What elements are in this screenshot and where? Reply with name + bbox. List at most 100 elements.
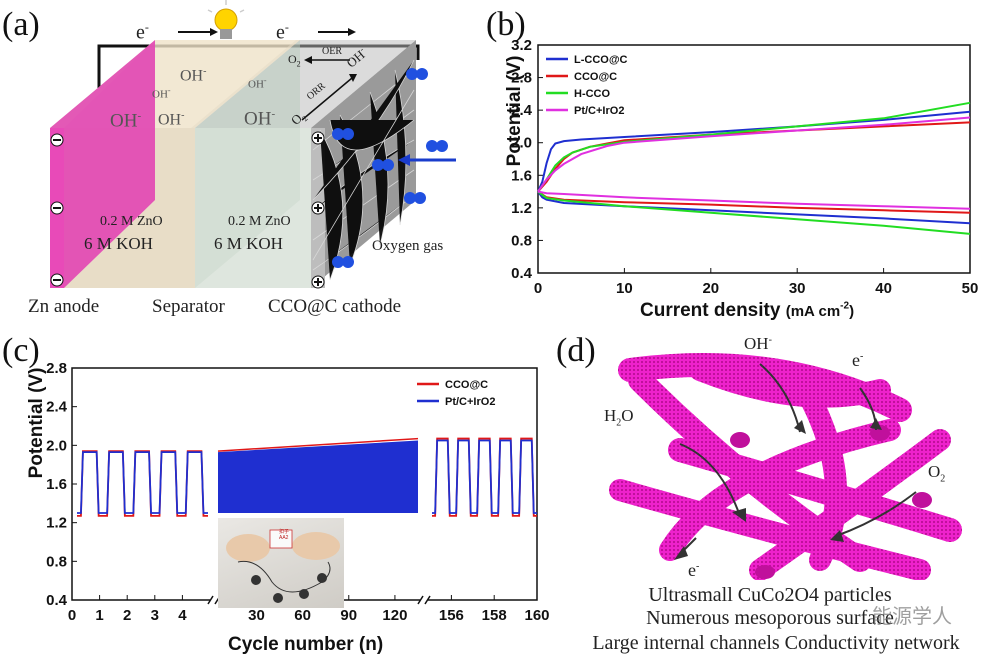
tube-6 xyxy=(668,438,962,542)
coin-cell-2 xyxy=(273,593,283,603)
oer-label: OER xyxy=(322,46,342,57)
panel-d-label: (d) xyxy=(556,332,596,369)
chart-b-ytick-label: 3.2 xyxy=(511,37,532,54)
caption-line-2: Numerous mesoporous surface xyxy=(646,607,894,629)
tube-8 xyxy=(789,369,847,571)
chart-c-xtick-label: 158 xyxy=(482,607,507,624)
e-label-bottom: e- xyxy=(688,560,700,580)
zno-right-label: 0.2 M ZnO xyxy=(228,214,291,229)
caption-line-1: Ultrasmall CuCo2O4 particles xyxy=(648,584,892,606)
electron-label-left: e- xyxy=(136,20,149,44)
chart-c-xtick-label: 156 xyxy=(439,607,464,624)
cathode-plus-signs xyxy=(311,131,325,289)
chart-b-xtick-label: 10 xyxy=(616,280,633,297)
hand-right xyxy=(292,532,340,560)
chart-b-ytick-label: 1.6 xyxy=(511,167,532,184)
nanotubes xyxy=(609,353,962,580)
oh-label-3: OH- xyxy=(110,110,142,132)
zn-anode-plate xyxy=(50,40,155,288)
tube-5 xyxy=(609,479,931,580)
electron-arrowhead-right xyxy=(348,28,356,36)
chart-c-xtick-label: 60 xyxy=(294,607,311,624)
oh-label-2: OH- xyxy=(152,86,171,101)
chart-b-ytick-label: 1.2 xyxy=(511,200,532,217)
chart-b-legend-label: L-CCO@C xyxy=(574,54,628,66)
h2o-label: H2O xyxy=(604,406,634,429)
chart-c-xtick-label: 4 xyxy=(178,607,187,624)
led-card xyxy=(269,529,293,549)
inset-card-bottom: AA2 xyxy=(279,535,289,541)
oh-label-5: OH- xyxy=(244,108,276,130)
chart-b: 0.4 0.8 1.2 1.6 2.0 2.4 2.8 3.2 0 10 20 30 40 50 L-CCO… xyxy=(511,37,979,297)
anode-label: Zn anode xyxy=(28,296,100,317)
hand-left xyxy=(226,534,270,562)
chart-b-ytick-label: 0.4 xyxy=(511,265,533,282)
chart-b-ylabel: Potential (V) xyxy=(504,55,525,167)
cathode-fibers xyxy=(312,59,415,281)
inset-photo-drawing xyxy=(226,529,340,603)
anode-minus-signs xyxy=(50,133,64,287)
chart-c-xtick-label: 120 xyxy=(382,607,407,624)
koh-right-label: 6 M KOH xyxy=(214,234,283,253)
caption-line-3: Large internal channels Conductivity net… xyxy=(592,632,960,654)
chart-c-seg1-blue xyxy=(77,451,208,514)
coin-cell-4 xyxy=(317,573,327,583)
separator-front xyxy=(195,128,311,288)
cathode-label: CCO@C cathode xyxy=(268,296,402,317)
panel-c-label: (c) xyxy=(2,332,40,369)
chart-c-break-mark xyxy=(207,595,214,605)
chart-c-seg3-red xyxy=(432,437,537,517)
chart-c-band-red-top xyxy=(217,437,419,452)
chart-b-legend-label: CCO@C xyxy=(574,71,617,83)
o2-oer-label: O2 xyxy=(288,52,301,69)
watermark: 能源学人 xyxy=(872,606,952,628)
chart-c-ylabel: Potential (V) xyxy=(26,367,47,479)
chart-b-xtick-label: 40 xyxy=(875,280,892,297)
chart-c-cycle-band xyxy=(218,440,418,513)
oh-label-4: OH- xyxy=(158,110,185,129)
chart-c-ytick-label: 1.2 xyxy=(46,515,67,532)
electron-arrowhead-left xyxy=(210,28,218,36)
chart-c-xtick-label: 160 xyxy=(524,607,549,624)
orr-arrow xyxy=(301,77,353,121)
chart-c-xtick-label: 90 xyxy=(340,607,357,624)
chart-b-line-3-discharge xyxy=(537,190,971,210)
inset-photo xyxy=(218,518,344,608)
chart-c-ytick-label: 2.4 xyxy=(46,399,68,416)
chart-b-line-2-charge xyxy=(537,101,971,193)
chart-b-frame xyxy=(537,44,971,274)
chart-c-xtick-label: 1 xyxy=(95,607,103,624)
panel-b-label: (b) xyxy=(486,6,526,43)
chart-c-break-mark xyxy=(417,595,424,605)
inset-card-top: 扣子 xyxy=(279,529,290,535)
chart-b-legend-label: Pt/C+IrO2 xyxy=(574,105,624,117)
chart-b-legend-label: H-CCO xyxy=(574,88,610,100)
chart-c-legend-label: CCO@C xyxy=(445,379,488,391)
chart-c-xtick-label: 0 xyxy=(68,607,76,624)
chart-b-xlabel: Current density (mA cm-2) xyxy=(640,300,855,321)
flow-arrowheads xyxy=(674,418,882,560)
o2-label-d: O2 xyxy=(928,462,946,485)
chart-c-ytick-label: 2.8 xyxy=(46,360,67,377)
chart-b-xtick-label: 0 xyxy=(534,280,542,297)
chart-c-break-gap xyxy=(420,597,428,603)
chart-c-xlabel: Cycle number (n) xyxy=(228,634,384,655)
chart-c-break-gap xyxy=(210,597,218,603)
tube-7 xyxy=(749,429,951,580)
coin-cell-1 xyxy=(251,575,261,585)
oh-label-1: OH- xyxy=(180,66,207,85)
chart-c-break-mark xyxy=(424,595,431,605)
zno-left-label: 0.2 M ZnO xyxy=(100,214,163,229)
chart-b-xtick-label: 50 xyxy=(962,280,979,297)
panel-a-label: (a) xyxy=(2,6,40,43)
chart-b-ytick-label: 2.8 xyxy=(511,70,532,87)
chart-b-xtick-label: 30 xyxy=(789,280,806,297)
wires xyxy=(237,560,331,593)
chart-c-xtick-label: 30 xyxy=(248,607,265,624)
chart-c-xtick-label: 3 xyxy=(151,607,159,624)
oxygen-molecules xyxy=(332,68,448,268)
oh-label-6: OH- xyxy=(248,76,267,91)
chart-c-seg1-red xyxy=(77,450,208,517)
chart-b-line-2-discharge xyxy=(537,190,971,235)
